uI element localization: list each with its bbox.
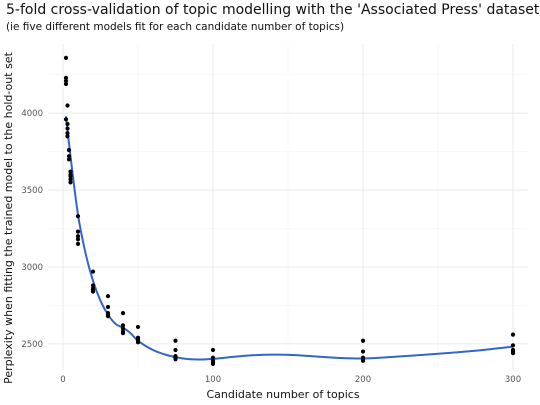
data-point <box>65 134 70 139</box>
y-tick-label: 3500 <box>21 186 43 196</box>
tick-labels: 0 100 200 300 2500 3000 3500 4000 <box>21 109 521 385</box>
data-point <box>105 314 111 319</box>
data-point <box>120 323 126 328</box>
data-points <box>63 55 516 366</box>
data-point <box>65 126 70 131</box>
data-point <box>120 326 126 331</box>
data-point <box>68 172 73 177</box>
data-point <box>360 349 366 354</box>
data-point <box>105 294 111 299</box>
data-point <box>66 148 72 153</box>
data-point <box>360 358 366 363</box>
data-point <box>510 343 516 348</box>
data-point <box>510 332 516 337</box>
data-point <box>65 121 70 127</box>
smooth-line <box>65 116 514 361</box>
data-point <box>120 311 126 316</box>
y-tick-label: 3000 <box>21 263 43 273</box>
x-tick-label: 100 <box>205 375 221 385</box>
data-point <box>65 131 70 136</box>
data-point <box>90 289 96 294</box>
data-point <box>68 177 73 182</box>
data-point <box>210 361 216 366</box>
data-point <box>66 157 72 162</box>
data-point <box>173 357 178 362</box>
data-point <box>63 78 69 84</box>
data-point <box>65 103 70 108</box>
data-point <box>210 355 216 360</box>
y-tick-label: 4000 <box>21 109 43 119</box>
data-point <box>105 304 111 310</box>
y-axis-label: Perplexity when fitting the trained mode… <box>2 51 15 383</box>
data-point <box>120 330 126 336</box>
data-point <box>173 338 178 343</box>
y-tick-label: 2500 <box>21 340 43 350</box>
data-point <box>75 229 81 234</box>
chart-subtitle: (ie five different models fit for each c… <box>6 21 344 33</box>
grid <box>48 44 528 370</box>
x-tick-label: 200 <box>355 375 371 385</box>
data-point <box>63 117 69 122</box>
data-point <box>173 347 178 353</box>
data-point <box>135 340 141 345</box>
data-point <box>66 154 72 159</box>
data-point <box>75 234 81 239</box>
x-tick-label: 0 <box>60 375 65 385</box>
data-point <box>510 350 516 356</box>
data-point <box>90 269 96 274</box>
data-point <box>68 169 73 174</box>
x-tick-label: 300 <box>505 375 521 385</box>
data-point <box>63 55 69 60</box>
data-point <box>135 324 141 330</box>
data-point <box>63 75 69 80</box>
data-point <box>75 214 81 219</box>
data-point <box>360 338 366 343</box>
data-point <box>210 347 216 353</box>
data-point <box>75 241 81 247</box>
data-point <box>75 237 81 242</box>
chart-title: 5-fold cross-validation of topic modelli… <box>6 2 540 18</box>
x-axis-label: Candidate number of topics <box>206 388 359 401</box>
data-point <box>68 180 73 185</box>
data-point <box>63 81 69 87</box>
data-point <box>90 283 96 288</box>
